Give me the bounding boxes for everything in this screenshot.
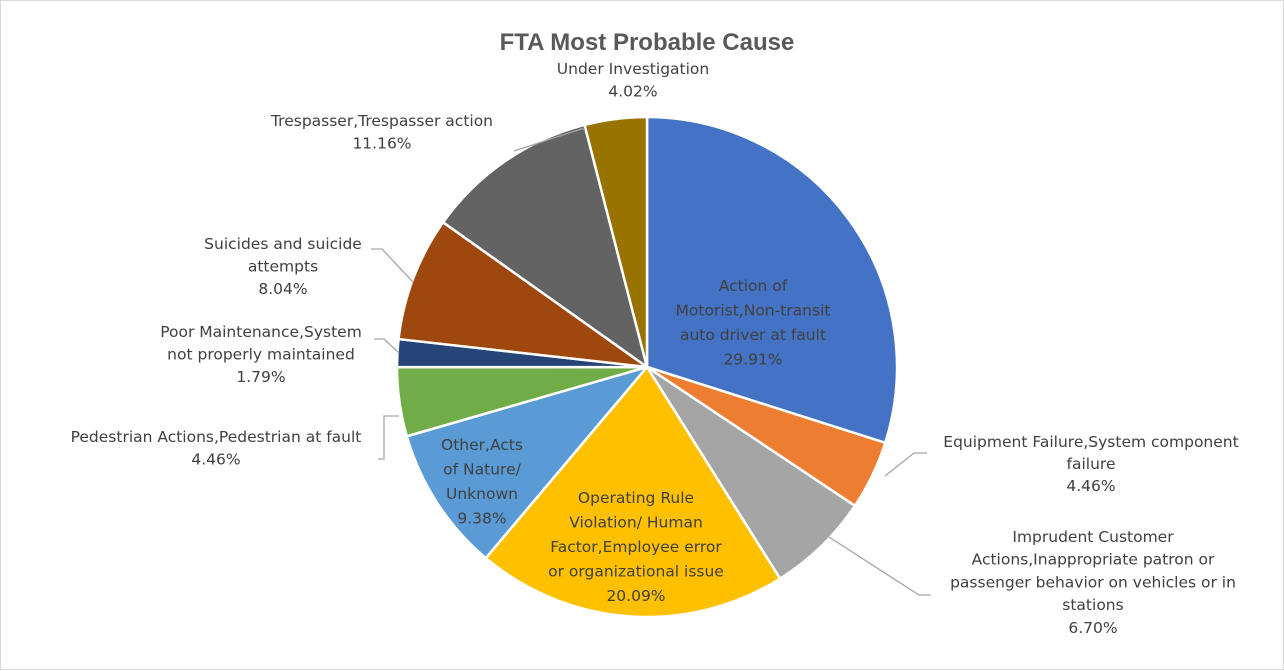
- pie-slice-4: [484, 365, 782, 619]
- data-label-2: Equipment Failure,System component failur…: [943, 433, 1238, 495]
- pie-slice-9: [441, 123, 649, 369]
- leader-line-6: [378, 415, 399, 460]
- leader-line-8: [371, 248, 414, 283]
- pie-slice-8: [397, 221, 649, 369]
- data-label-10: Under Investigation 4.02%: [557, 60, 709, 101]
- data-label-7: Poor Maintenance,System not properly main…: [160, 323, 362, 386]
- data-label-4: Operating Rule Violation/ Human Factor,Emp…: [548, 489, 724, 605]
- chart-title: FTA Most Probable Cause: [500, 29, 795, 56]
- slice-labels: Action of Motorist,Non-transit auto driver…: [71, 60, 1239, 637]
- leader-line-3: [828, 536, 931, 596]
- leader-lines: [371, 128, 931, 596]
- data-label-6: Pedestrian Actions,Pedestrian at fault 4.…: [71, 428, 362, 469]
- data-label-8: Suicides and suicide attempts 8.04%: [204, 235, 362, 298]
- data-label-1: Action of Motorist,Non-transit auto driver…: [676, 277, 831, 369]
- leader-line-2: [884, 452, 927, 477]
- data-label-9: Trespasser,Trespasser action 11.16%: [270, 112, 493, 153]
- leader-line-7: [374, 338, 400, 354]
- data-label-5: Other,Acts of Nature/Unknown 9.38%: [441, 436, 523, 528]
- leader-line-9: [513, 128, 585, 152]
- pie-slice-10: [583, 115, 649, 369]
- data-label-3: Imprudent Customer Actions,Inappropriate …: [950, 528, 1236, 637]
- pie-slice-5: [405, 365, 649, 560]
- pie-slice-1: [645, 115, 899, 445]
- pie-slices: [395, 115, 899, 619]
